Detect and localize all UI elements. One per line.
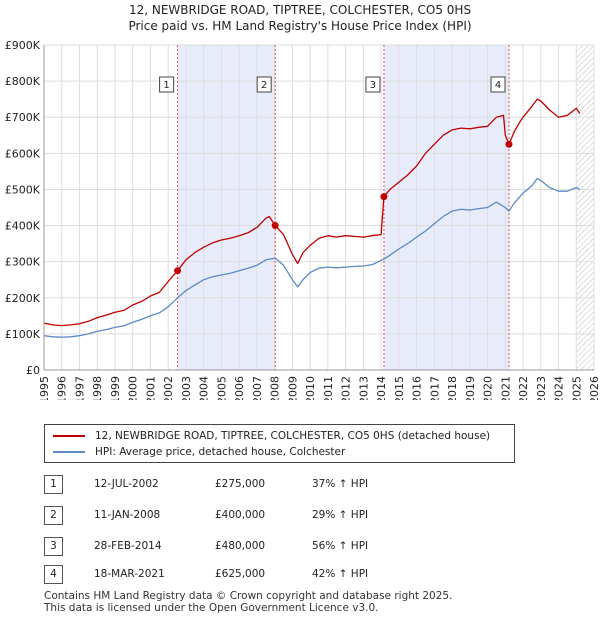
- marker-label: 1: [163, 80, 169, 91]
- y-tick-label: £300K: [5, 256, 41, 269]
- x-tick-label: 1997: [73, 376, 86, 400]
- y-tick-label: £700K: [5, 111, 41, 124]
- chart-title: 12, NEWBRIDGE ROAD, TIPTREE, COLCHESTER,…: [128, 3, 472, 17]
- shaded-period: [383, 45, 510, 370]
- x-tick-label: 2009: [286, 376, 299, 400]
- marker-box: [159, 76, 175, 93]
- transaction-row: 4 18-MAR-2021 £625,000 42% ↑ HPI: [44, 564, 564, 584]
- transaction-number: 2: [44, 506, 63, 525]
- x-tick-label: 2022: [517, 376, 530, 400]
- footer-copyright: Contains HM Land Registry data © Crown c…: [44, 590, 453, 602]
- sale-point: [174, 267, 182, 275]
- transaction-hpi: 37% ↑ HPI: [312, 478, 369, 490]
- y-tick-label: £200K: [5, 292, 41, 305]
- hpi-line-swatch: [53, 451, 85, 453]
- transaction-price: £275,000: [215, 478, 266, 490]
- transaction-row: 3 28-FEB-2014 £480,000 56% ↑ HPI: [44, 536, 564, 556]
- marker-box: [490, 76, 506, 93]
- x-tick-label: 2013: [357, 376, 370, 400]
- y-tick-label: £100K: [5, 328, 41, 341]
- marker-label: 4: [495, 80, 501, 91]
- x-tick-label: 1995: [38, 376, 51, 400]
- x-tick-label: 2016: [411, 376, 424, 400]
- transaction-row: 1 12-JUL-2002 £275,000 37% ↑ HPI: [44, 474, 564, 494]
- sale-point: [505, 140, 513, 148]
- transaction-date: 11-JAN-2008: [94, 509, 161, 521]
- transaction-number: 1: [44, 475, 63, 494]
- x-tick-label: 1999: [109, 376, 122, 400]
- x-tick-label: 1996: [56, 376, 69, 400]
- legend: 12, NEWBRIDGE ROAD, TIPTREE, COLCHESTER,…: [44, 424, 515, 463]
- marker-label: 3: [370, 80, 376, 91]
- chart-subtitle: Price paid vs. HM Land Registry's House …: [128, 19, 472, 33]
- x-tick-label: 2024: [553, 376, 566, 400]
- x-tick-label: 2007: [251, 376, 264, 400]
- y-tick-label: £400K: [5, 220, 41, 233]
- transaction-date: 12-JUL-2002: [94, 478, 159, 490]
- x-tick-label: 1998: [91, 376, 104, 400]
- transaction-price: £400,000: [215, 509, 266, 521]
- footer: Contains HM Land Registry data © Crown c…: [44, 590, 452, 614]
- property-line-swatch: [53, 435, 85, 437]
- shaded-period: [177, 45, 276, 370]
- footer-licence: This data is licensed under the Open Gov…: [44, 602, 379, 614]
- legend-item-hpi: HPI: Average price, detached house, Colc…: [53, 445, 345, 459]
- transaction-date: 18-MAR-2021: [94, 568, 165, 580]
- y-tick-label: £800K: [5, 75, 41, 88]
- legend-hpi-label: HPI: Average price, detached house, Colc…: [95, 446, 346, 458]
- price-chart: 1 2 3 4 £0 £100K £200K £300K £400K £500K £600K £700…: [5, 39, 600, 400]
- y-tick-label: £0: [26, 364, 40, 377]
- x-tick-label: 2026: [588, 376, 600, 400]
- x-tick-label: 2020: [482, 376, 495, 400]
- x-tick-label: 2017: [428, 376, 441, 400]
- transaction-price: £625,000: [215, 568, 266, 580]
- x-tick-label: 2000: [127, 376, 140, 400]
- x-tick-label: 2001: [144, 376, 157, 400]
- x-tick-label: 2005: [215, 376, 228, 400]
- y-tick-label: £600K: [5, 147, 41, 160]
- legend-item-property: 12, NEWBRIDGE ROAD, TIPTREE, COLCHESTER,…: [53, 429, 490, 443]
- x-tick-label: 2015: [393, 376, 406, 400]
- y-tick-label: £500K: [5, 183, 41, 196]
- sale-point: [380, 193, 388, 201]
- x-tick-label: 2014: [375, 376, 388, 400]
- x-tick-label: 2019: [464, 376, 477, 400]
- x-tick-label: 2011: [322, 376, 335, 400]
- x-tick-label: 2025: [570, 376, 583, 400]
- hpi-line: [43, 177, 581, 338]
- y-tick-label: £900K: [5, 39, 41, 52]
- transaction-number: 4: [44, 565, 63, 584]
- x-tick-label: 2004: [198, 376, 211, 400]
- transaction-price: £480,000: [215, 540, 266, 552]
- x-tick-label: 2002: [162, 376, 175, 400]
- transaction-hpi: 29% ↑ HPI: [312, 509, 369, 521]
- x-tick-label: 2018: [446, 376, 459, 400]
- marker-box: [256, 76, 272, 93]
- x-tick-label: 2003: [180, 376, 193, 400]
- legend-property-label: 12, NEWBRIDGE ROAD, TIPTREE, COLCHESTER,…: [95, 430, 491, 442]
- transaction-number: 3: [44, 537, 63, 556]
- transaction-date: 28-FEB-2014: [94, 540, 162, 552]
- x-tick-label: 2008: [269, 376, 282, 400]
- x-tick-label: 2006: [233, 376, 246, 400]
- transaction-row: 2 11-JAN-2008 £400,000 29% ↑ HPI: [44, 505, 564, 525]
- marker-box: [365, 76, 381, 93]
- marker-label: 2: [261, 80, 267, 91]
- sale-point: [271, 222, 279, 230]
- x-tick-label: 2010: [304, 376, 317, 400]
- transaction-hpi: 56% ↑ HPI: [312, 540, 369, 552]
- transaction-hpi: 42% ↑ HPI: [312, 568, 369, 580]
- x-tick-label: 2021: [499, 376, 512, 400]
- forecast-hatch: [576, 45, 594, 370]
- x-tick-label: 2023: [535, 376, 548, 400]
- x-tick-label: 2012: [340, 376, 353, 400]
